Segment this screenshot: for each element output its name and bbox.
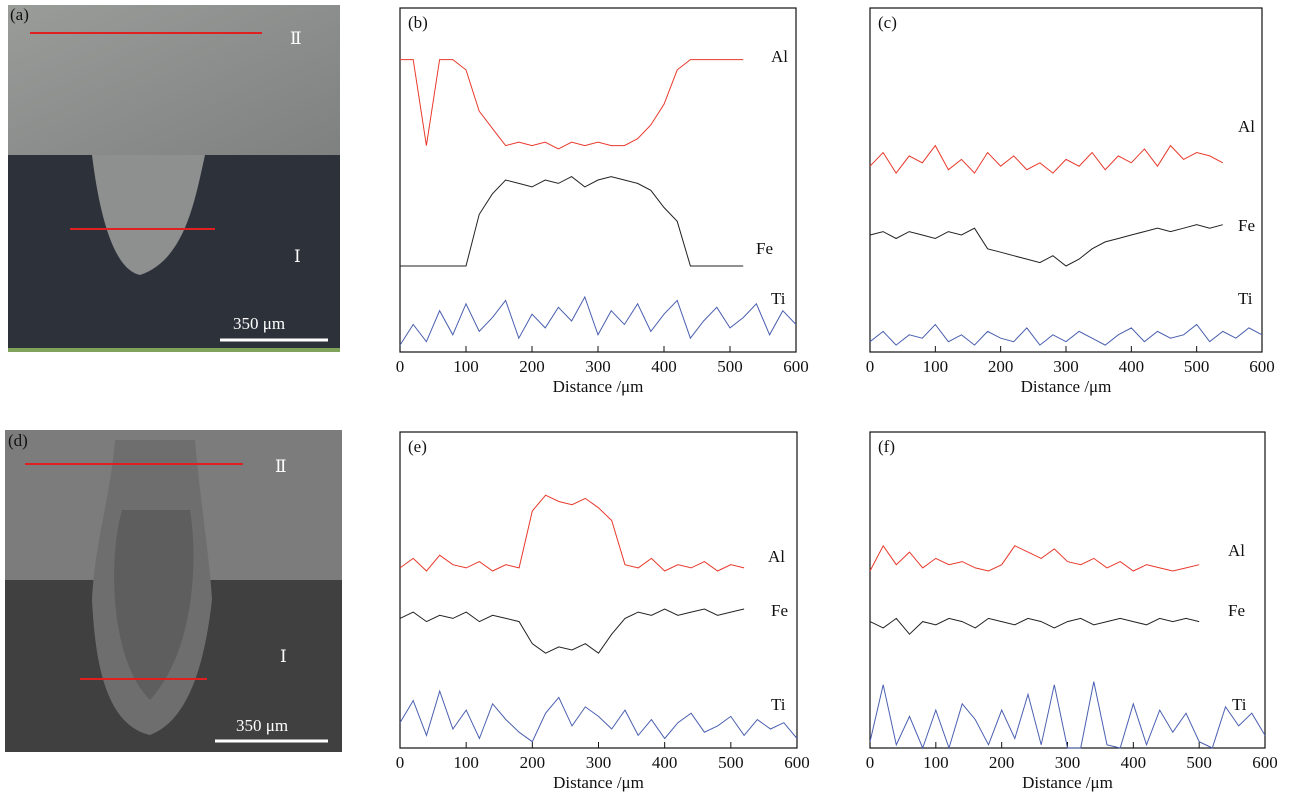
x-tick-label: 100: [453, 753, 479, 772]
panel-label: (c): [878, 13, 897, 32]
plot-frame: [869, 431, 1266, 749]
weld-zone: [92, 155, 205, 275]
x-tick-label: 400: [1121, 753, 1147, 772]
x-tick-label: 500: [718, 753, 744, 772]
scale-label: 350 μm: [236, 716, 288, 735]
series-line: [400, 59, 744, 150]
series-line: [399, 689, 798, 743]
series-label: Al: [1238, 117, 1255, 136]
panel-label: (a): [10, 5, 29, 24]
series-line: [869, 323, 1263, 346]
x-tick-label: 200: [988, 357, 1014, 376]
plot-frame: [869, 7, 1263, 353]
x-tick-label: 200: [989, 753, 1015, 772]
series-label: Ti: [771, 289, 786, 308]
series-line: [869, 224, 1223, 267]
region-label: Ⅰ: [280, 647, 287, 666]
region-label: Ⅰ: [294, 247, 301, 266]
series-label: Ti: [1238, 289, 1253, 308]
x-tick-label: 400: [651, 357, 677, 376]
region-label: Ⅱ: [290, 29, 302, 48]
x-tick-label: 200: [519, 357, 545, 376]
x-tick-label: 400: [1119, 357, 1145, 376]
panel-label: (f): [878, 437, 895, 456]
series-label: Fe: [771, 601, 788, 620]
series-label: Ti: [771, 695, 786, 714]
x-axis-label: Distance /μm: [1022, 773, 1113, 792]
micrograph-d: (d) Ⅱ Ⅰ 350 μm: [5, 430, 342, 752]
x-tick-label: 500: [1186, 753, 1212, 772]
x-tick-label: 400: [652, 753, 678, 772]
x-tick-label: 100: [453, 357, 479, 376]
edge: [8, 348, 340, 352]
x-tick-label: 500: [717, 357, 743, 376]
series-line: [400, 176, 744, 267]
panel-label: (d): [8, 431, 28, 450]
x-tick-label: 0: [396, 753, 405, 772]
x-tick-label: 300: [1053, 357, 1079, 376]
x-axis-label: Distance /μm: [553, 773, 644, 792]
micrograph-a: (a) Ⅱ Ⅰ 350 μm: [8, 5, 340, 352]
x-tick-label: 100: [923, 357, 949, 376]
x-tick-label: 600: [1252, 753, 1278, 772]
upper-plate: [8, 5, 340, 155]
series-line: [869, 544, 1200, 572]
x-tick-label: 600: [784, 753, 810, 772]
plot-frame: [399, 431, 798, 749]
series-label: Al: [768, 547, 785, 566]
x-tick-label: 100: [923, 753, 949, 772]
series-label: Al: [771, 47, 788, 66]
series-line: [869, 144, 1224, 174]
x-axis-label: Distance /μm: [553, 377, 644, 396]
x-tick-label: 200: [520, 753, 546, 772]
x-tick-label: 300: [586, 753, 612, 772]
series-label: Ti: [1232, 695, 1247, 714]
series-line: [399, 608, 745, 654]
scale-label: 350 μm: [233, 314, 285, 333]
series-label: Al: [1228, 541, 1245, 560]
region-label: Ⅱ: [275, 457, 287, 476]
series-label: Fe: [1238, 216, 1255, 235]
x-tick-label: 0: [396, 357, 405, 376]
series-label: Fe: [1228, 601, 1245, 620]
panel-label: (e): [408, 437, 427, 456]
x-tick-label: 0: [866, 753, 875, 772]
x-tick-label: 300: [585, 357, 611, 376]
x-tick-label: 600: [1249, 357, 1275, 376]
series-line: [869, 681, 1266, 750]
x-tick-label: 300: [1055, 753, 1081, 772]
panel-label: (b): [408, 13, 428, 32]
series-line: [869, 617, 1200, 635]
x-tick-label: 0: [866, 357, 875, 376]
series-line: [399, 494, 745, 572]
weld-core: [114, 510, 194, 700]
series-label: Fe: [756, 239, 773, 258]
x-tick-label: 600: [783, 357, 809, 376]
x-axis-label: Distance /μm: [1021, 377, 1112, 396]
x-tick-label: 500: [1184, 357, 1210, 376]
series-line: [399, 295, 797, 346]
